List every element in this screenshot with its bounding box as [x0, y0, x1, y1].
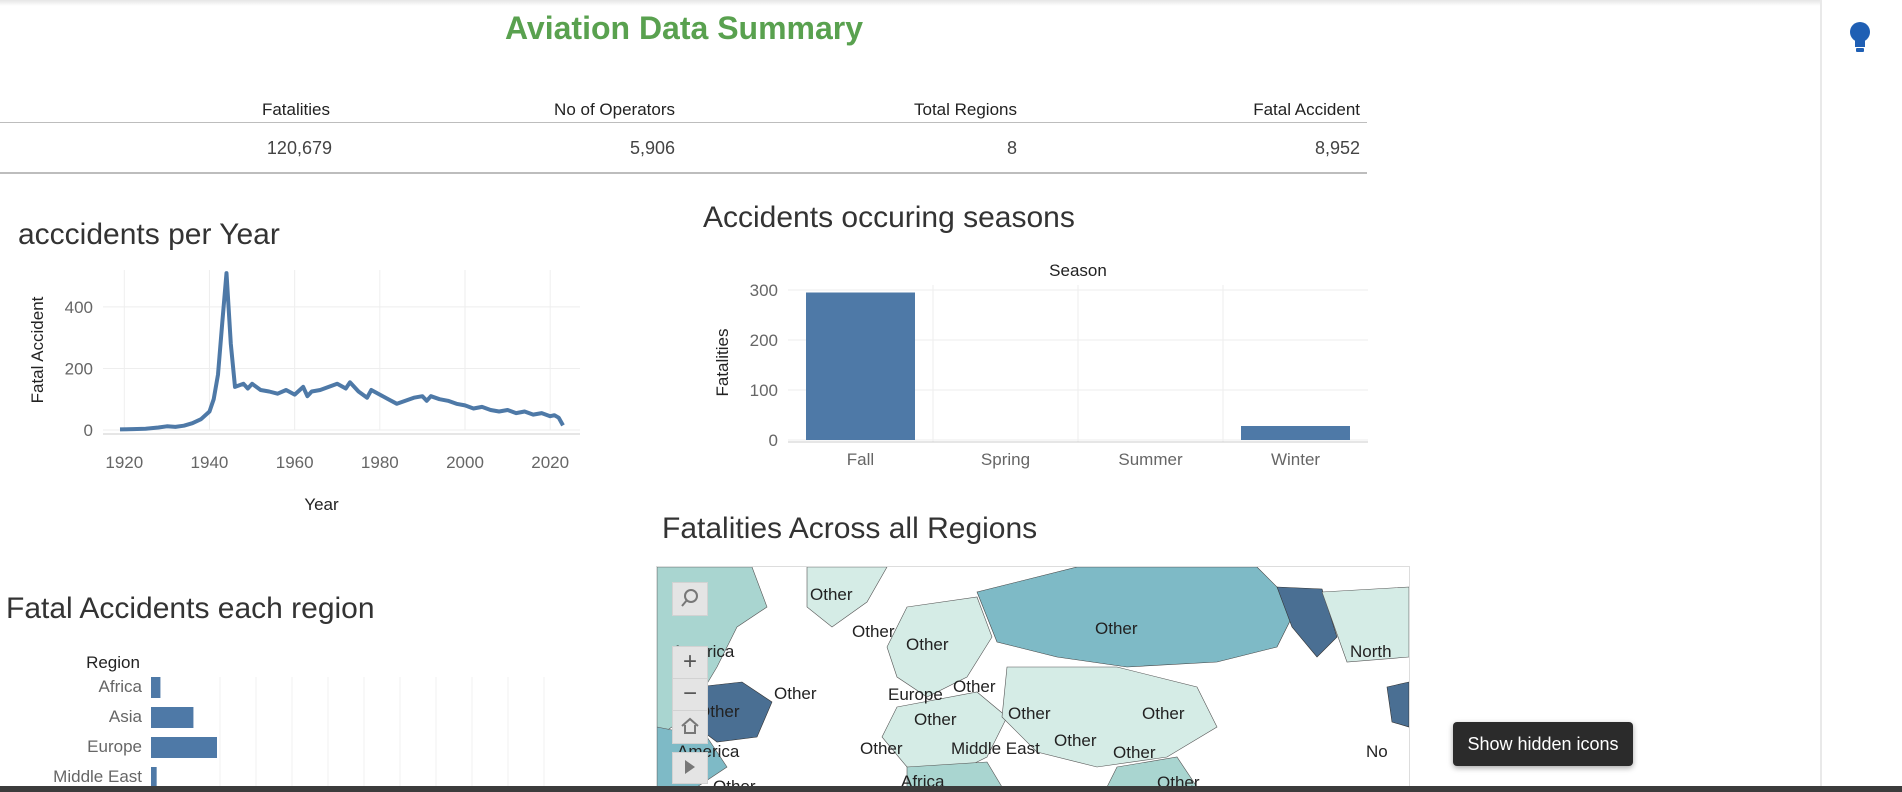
region-label: Africa [99, 677, 143, 696]
zoom-out-icon[interactable]: − [672, 678, 708, 712]
region-chart-title: Fatal Accidents each region [6, 592, 375, 625]
season-header: Season [1049, 261, 1107, 280]
home-icon[interactable] [672, 710, 708, 744]
x-tick-label: 1940 [191, 453, 229, 472]
season-chart-title: Accidents occuring seasons [703, 201, 1075, 234]
y-tick-label: 0 [769, 431, 778, 450]
world-map[interactable]: Other Other Other Other America Other Ot… [656, 566, 1410, 788]
kpi-bottom-border [0, 172, 1367, 174]
map-label: Other [774, 684, 817, 703]
map-label: Europe [888, 685, 943, 704]
kpi-divider [0, 122, 1367, 123]
x-tick-label: 1960 [276, 453, 314, 472]
map-label: Other [953, 677, 996, 696]
season-bar [806, 292, 915, 440]
map-label: Other [1113, 743, 1156, 762]
region-bar [151, 767, 157, 786]
kpi-header-operators: No of Operators [554, 100, 675, 119]
map-label: Other [1142, 704, 1185, 723]
x-tick-label: 2020 [531, 453, 569, 472]
region-bar [151, 707, 194, 728]
map-title: Fatalities Across all Regions [662, 512, 1038, 545]
kpi-value-fatal-accident: 8,952 [1314, 138, 1360, 158]
region-bar [151, 737, 217, 758]
map-label: Other [1054, 731, 1097, 750]
category-label: Winter [1271, 450, 1320, 469]
region-header: Region [86, 653, 140, 672]
kpi-header-fatalities: Fatalities [261, 100, 330, 119]
map-label: Africa [901, 772, 945, 788]
map-label: Other [852, 622, 895, 641]
dashboard-title: Aviation Data Summary [505, 10, 864, 46]
kpi-value-operators: 5,906 [629, 138, 675, 158]
top-shadow [0, 0, 1820, 6]
map-label: Other [1157, 773, 1200, 788]
category-label: Spring [981, 450, 1030, 469]
category-label: Summer [1118, 450, 1183, 469]
taskbar-edge [0, 786, 1902, 792]
region-label: Asia [109, 707, 143, 726]
x-tick-label: 1920 [105, 453, 143, 472]
x-tick-label: 2000 [446, 453, 484, 472]
kpi-value-regions: 8 [1006, 138, 1017, 158]
kpi-header-fatal-accident: Fatal Accident [1253, 100, 1360, 119]
map-label: Other [810, 585, 853, 604]
side-panel [1820, 0, 1902, 786]
play-icon[interactable] [672, 752, 708, 784]
accidents-per-year-chart[interactable]: 0 200 400 1920 1940 1960 1980 2000 2020 Year Fatal… [0, 260, 620, 520]
x-axis-title: Year [304, 495, 339, 514]
y-tick-label: 200 [750, 331, 778, 350]
category-label: Fall [847, 450, 874, 469]
region-label: Middle East [53, 767, 142, 786]
season-bar [1241, 426, 1350, 440]
map-label: No [1366, 742, 1388, 761]
map-label: Middle East [951, 739, 1040, 758]
map-label: North [1350, 642, 1392, 661]
kpi-header-regions: Total Regions [913, 100, 1017, 119]
accidents-line [119, 271, 565, 432]
zoom-in-icon[interactable]: + [672, 646, 708, 680]
map-label: Other [713, 777, 756, 788]
kpi-value-fatalities: 120,679 [266, 138, 332, 158]
line-chart-title: acccidents per Year [18, 218, 280, 251]
region-bar-chart[interactable]: Region Africa Asia Europe Middle East [0, 645, 620, 786]
search-icon[interactable] [672, 582, 708, 616]
map-label: Other [914, 710, 957, 729]
season-bar-chart[interactable]: Season 0 100 200 300 Fall Spring Summer Winter Fa… [700, 255, 1380, 475]
x-tick-label: 1980 [361, 453, 399, 472]
region-label: Europe [87, 737, 142, 756]
y-axis-title: Fatalities [713, 328, 732, 396]
region-bar [151, 677, 161, 698]
map-label: Other [906, 635, 949, 654]
show-hidden-icons-tooltip: Show hidden icons [1453, 722, 1633, 766]
map-label: Other [1008, 704, 1051, 723]
map-label: Other [860, 739, 903, 758]
y-tick-label: 0 [84, 421, 93, 440]
y-tick-label: 200 [65, 359, 93, 378]
y-axis-title: Fatal Accident [28, 296, 47, 403]
y-tick-label: 300 [750, 281, 778, 300]
y-tick-label: 400 [65, 298, 93, 317]
y-tick-label: 100 [750, 381, 778, 400]
lightbulb-icon[interactable] [1848, 20, 1872, 54]
map-label: Other [1095, 619, 1138, 638]
